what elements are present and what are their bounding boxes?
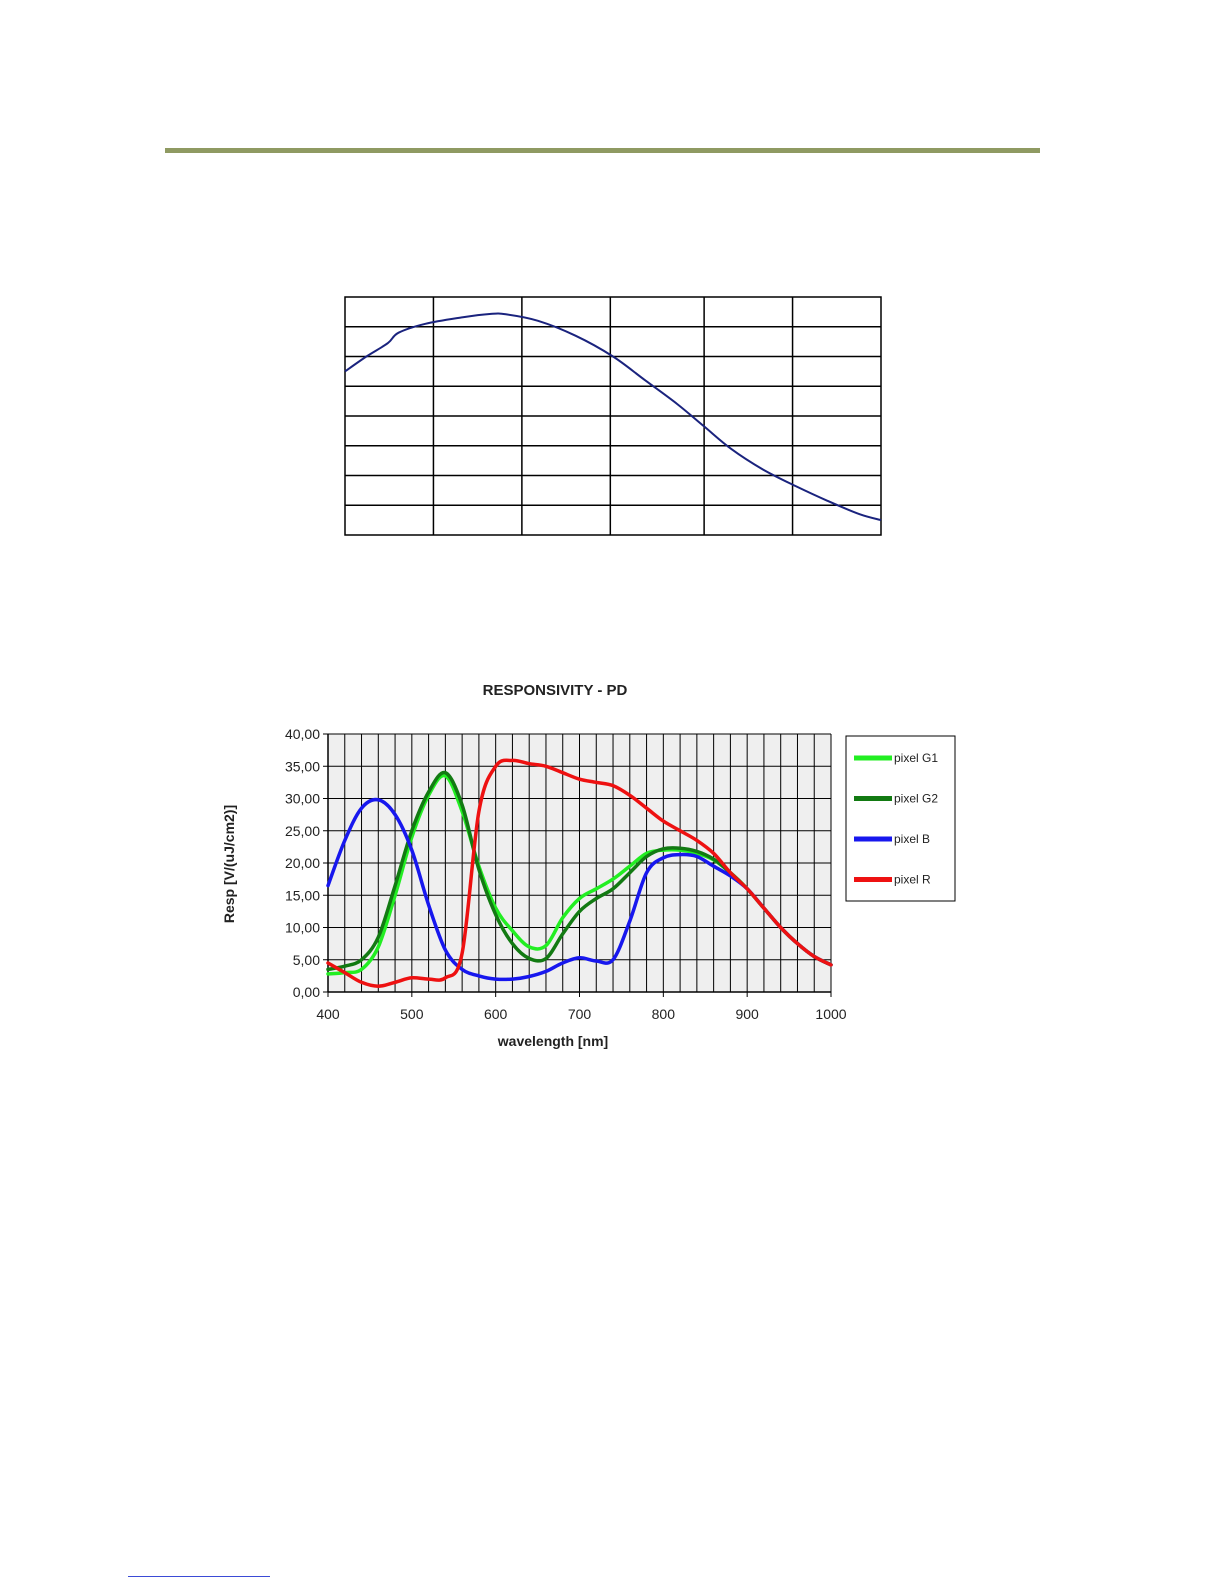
- unlabeled-chart: [344, 296, 882, 536]
- x-axis-label: wavelength [nm]: [497, 1033, 608, 1049]
- y-tick-label: 35,00: [285, 758, 320, 774]
- legend-label-pixel-g2: pixel G2: [894, 792, 938, 806]
- chart-title: RESPONSIVITY - PD: [483, 682, 628, 699]
- x-tick-label: 700: [568, 1006, 592, 1022]
- x-tick-label: 900: [735, 1006, 759, 1022]
- y-tick-label: 0,00: [293, 984, 320, 1000]
- y-tick-label: 30,00: [285, 791, 320, 807]
- series-line-pixel-r: [326, 758, 833, 988]
- y-tick-label: 15,00: [285, 887, 320, 903]
- x-tick-label: 500: [400, 1006, 424, 1022]
- legend-label-pixel-g1: pixel G1: [894, 751, 938, 765]
- chart-legend: pixel G1 pixel G2 pixel B pixel R: [845, 735, 956, 902]
- legend-box: [845, 735, 956, 902]
- legend-label-pixel-r: pixel R: [894, 873, 931, 887]
- responsivity-chart: RESPONSIVITY - PD 0,00 5,00 10,00 15,00 20,0…: [221, 682, 956, 1049]
- y-tick-label: 20,00: [285, 855, 320, 871]
- y-tick-label: 10,00: [285, 920, 320, 936]
- x-tick-label: 800: [652, 1006, 676, 1022]
- header-rule: [165, 148, 1040, 153]
- x-tick-label: 400: [316, 1006, 340, 1022]
- x-tick-label: 1000: [815, 1006, 846, 1022]
- legend-label-pixel-b: pixel B: [894, 832, 930, 846]
- y-tick-label: 5,00: [293, 952, 320, 968]
- unlabeled-plot-area: [344, 296, 882, 536]
- y-tick-label: 40,00: [285, 726, 320, 742]
- footer-rule: [128, 1576, 270, 1577]
- y-axis-label: Resp [V/(uJ/cm2)]: [221, 805, 237, 923]
- y-tick-label: 25,00: [285, 823, 320, 839]
- series-line: [344, 312, 882, 522]
- responsivity-plot-area: 0,00 5,00 10,00 15,00 20,00 25,00 30,00 35,00 40…: [285, 726, 847, 1022]
- x-tick-label: 600: [484, 1006, 508, 1022]
